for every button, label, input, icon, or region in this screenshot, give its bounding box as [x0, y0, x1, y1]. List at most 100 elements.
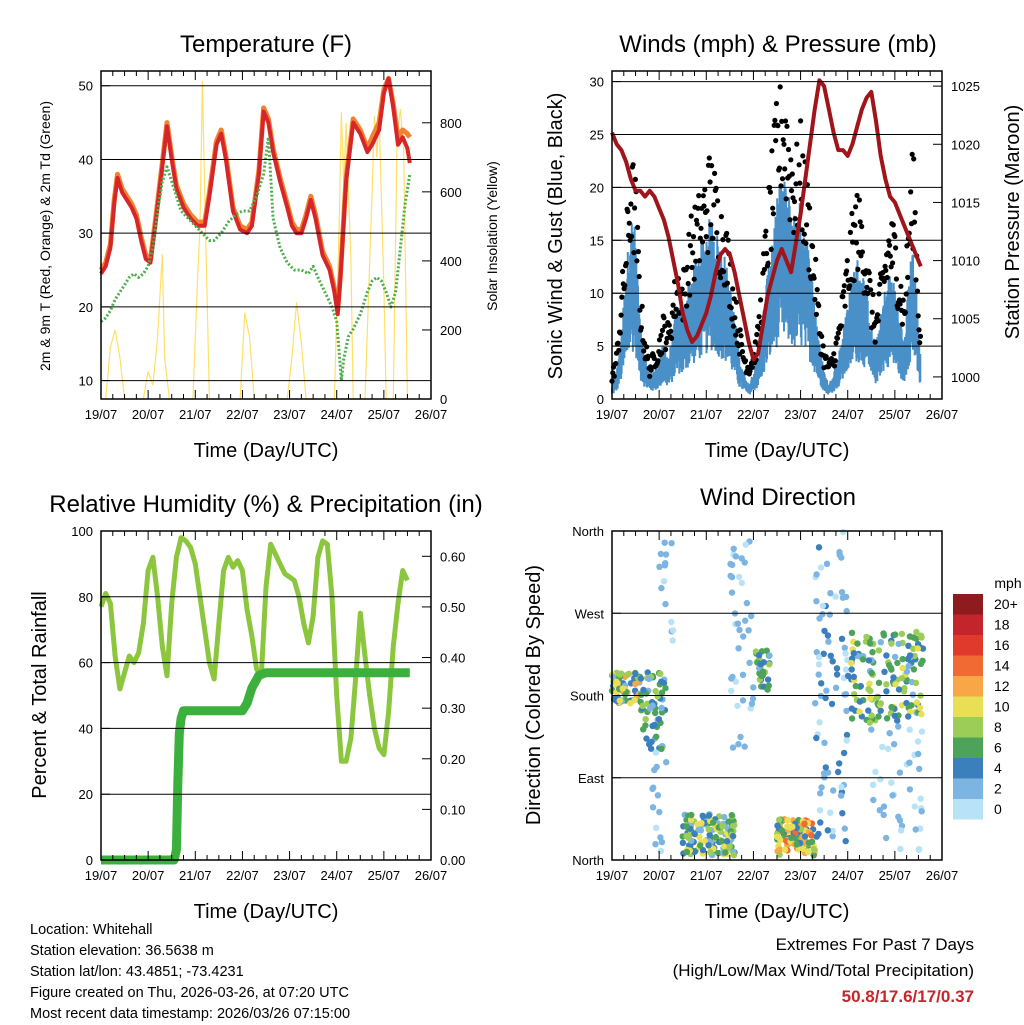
direction-point	[890, 741, 898, 748]
direction-point	[880, 803, 888, 810]
direction-point	[827, 590, 834, 597]
gust-point	[877, 281, 883, 287]
direction-point	[643, 735, 650, 742]
gust-point	[689, 264, 695, 271]
direction-point	[642, 722, 649, 729]
direction-point	[870, 781, 877, 788]
gust-point	[913, 277, 919, 283]
direction-point	[820, 650, 827, 657]
direction-point	[804, 848, 812, 856]
gust-point	[668, 328, 674, 334]
gust-point	[694, 221, 700, 227]
direction-point	[895, 813, 902, 820]
direction-point	[712, 833, 719, 841]
direction-point	[637, 675, 645, 682]
direction-point	[781, 846, 789, 853]
direction-point	[647, 745, 655, 752]
gust-point	[617, 330, 623, 336]
direction-point	[897, 845, 904, 853]
y2-tick-label: 0.50	[440, 600, 465, 615]
gust-point	[867, 277, 873, 284]
direction-point	[818, 784, 825, 791]
y-tick-label: 50	[79, 79, 93, 94]
direction-point	[839, 810, 846, 817]
direction-point	[833, 665, 841, 672]
gust-point	[847, 229, 854, 235]
gust-point	[854, 192, 860, 199]
direction-point	[819, 602, 827, 610]
gust-point	[769, 148, 775, 154]
direction-point	[658, 678, 665, 685]
direction-point	[697, 842, 704, 849]
direction-point	[825, 638, 832, 645]
direction-point	[737, 733, 744, 741]
y2-tick-label: 0.00	[440, 853, 465, 868]
direction-point	[813, 833, 820, 840]
direction-point	[863, 633, 870, 641]
gust-point	[835, 330, 841, 336]
direction-point	[616, 697, 623, 704]
y-tick-label: 15	[590, 233, 604, 248]
direction-point	[778, 827, 786, 834]
gust-point	[893, 245, 899, 251]
gust-point	[630, 162, 636, 168]
direction-point	[652, 709, 659, 717]
direction-point	[818, 680, 825, 687]
direction-point	[710, 819, 717, 826]
series-dewpoint-line	[100, 135, 412, 383]
direction-point	[916, 765, 923, 773]
direction-point	[816, 719, 823, 726]
gust-point	[887, 253, 893, 259]
y-axis-label: Percent & Total Rainfall	[29, 591, 51, 799]
y-tick-label: North	[572, 524, 604, 539]
gust-point	[626, 220, 632, 226]
gust-point	[781, 141, 787, 147]
gust-point	[673, 306, 679, 312]
direction-point	[859, 656, 867, 663]
direction-point	[631, 697, 638, 704]
direction-point	[729, 832, 737, 840]
direction-point	[870, 796, 877, 804]
gust-point	[659, 327, 666, 333]
direction-point	[808, 838, 816, 845]
extremes-title: Extremes For Past 7 Days	[775, 935, 974, 954]
gust-point	[662, 323, 668, 329]
gust-point	[696, 258, 703, 264]
direction-point	[653, 733, 660, 740]
gust-point	[655, 358, 661, 364]
direction-point	[662, 551, 670, 558]
direction-point	[810, 852, 817, 859]
gust-point	[900, 297, 906, 303]
direction-point	[889, 792, 896, 799]
direction-point	[899, 664, 906, 672]
direction-point	[815, 544, 823, 551]
y-tick-label: 25	[590, 127, 604, 142]
gust-point	[701, 203, 707, 209]
direction-point	[741, 559, 748, 566]
x-tick-label: 26/07	[926, 868, 959, 883]
gust-point	[872, 339, 878, 345]
direction-point	[613, 678, 620, 685]
direction-point	[848, 705, 855, 712]
gust-point	[618, 312, 624, 318]
gust-point	[912, 210, 918, 216]
direction-point	[899, 655, 906, 663]
gust-point	[639, 303, 645, 309]
direction-point	[914, 645, 921, 652]
direction-point	[745, 627, 752, 634]
direction-point	[900, 688, 908, 695]
direction-point	[917, 795, 924, 802]
gust-point	[813, 256, 819, 262]
legend-swatch	[953, 655, 983, 676]
direction-point	[658, 704, 665, 712]
direction-point	[894, 717, 901, 724]
direction-point	[918, 808, 925, 815]
gust-point	[702, 187, 708, 193]
gust-point	[816, 303, 822, 309]
x-tick-label: 22/07	[226, 407, 259, 422]
x-tick-label: 26/07	[926, 407, 959, 422]
station-info: Location: Whitehall Station elevation: 3…	[30, 920, 350, 1025]
gust-point	[730, 286, 736, 292]
gust-point	[909, 151, 915, 157]
y-axis-label: Direction (Colored By Speed)	[523, 565, 545, 825]
